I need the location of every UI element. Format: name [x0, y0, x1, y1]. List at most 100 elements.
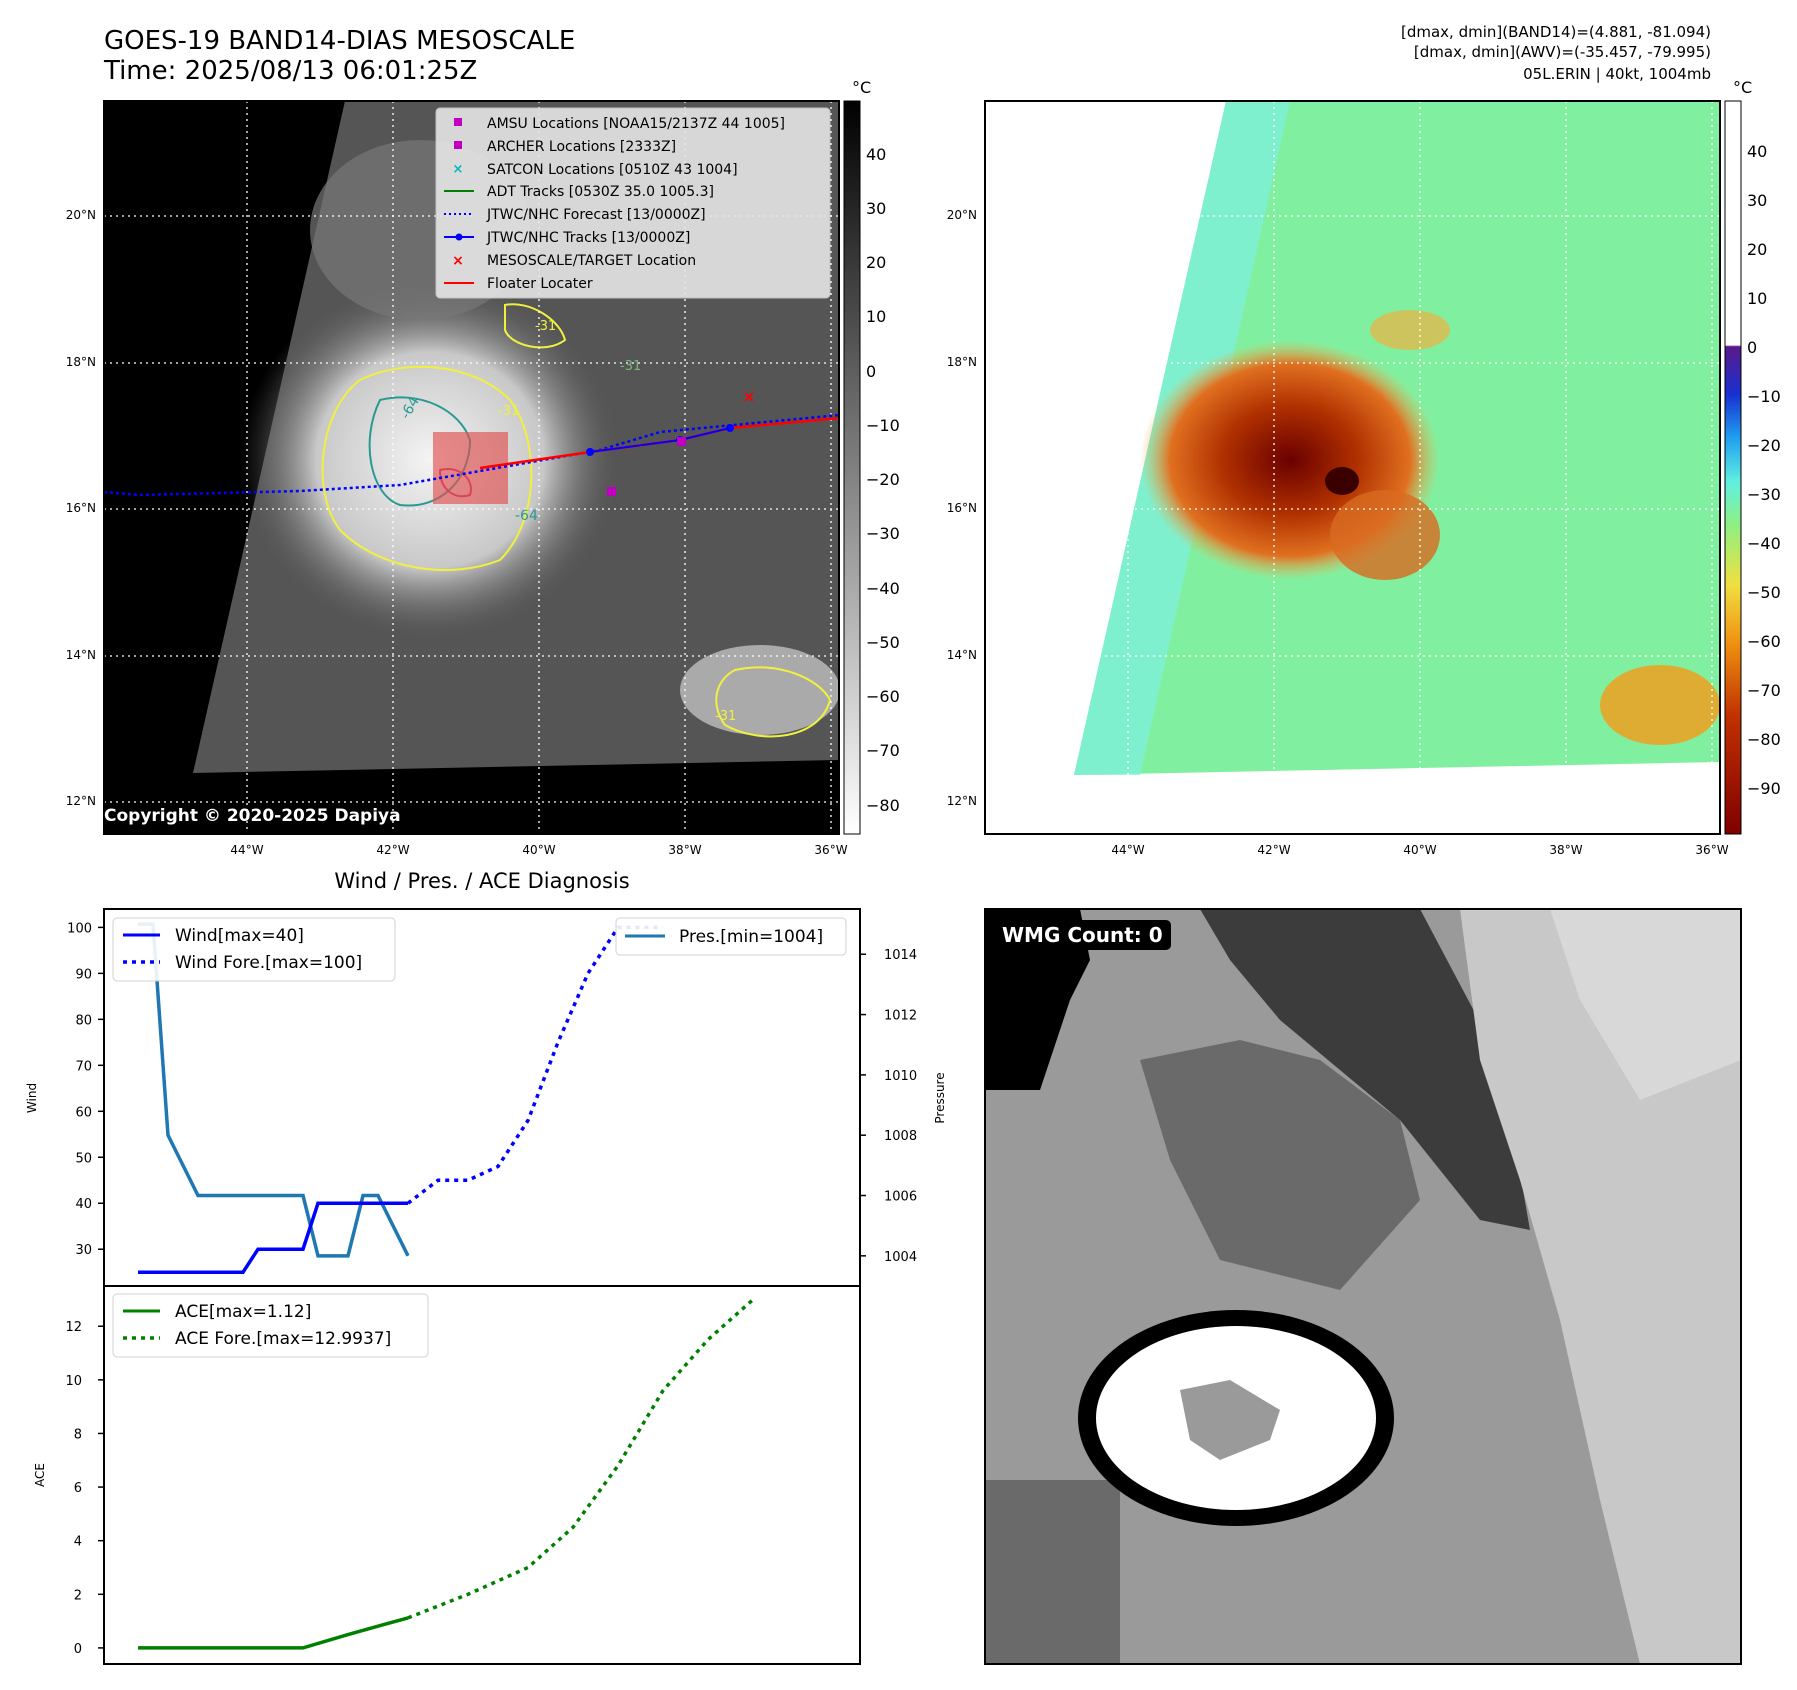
legend-label-tracks: JTWC/NHC Tracks [13/0000Z] [486, 230, 690, 246]
panel2-storm-band [1330, 490, 1440, 580]
amsu-location-marker [677, 437, 686, 446]
jtwc-track-point [726, 424, 734, 432]
ace-tick-label: 10 [65, 1374, 82, 1389]
p1-lon-label: 42°W [376, 843, 410, 857]
legend-marker-satcon: × [453, 162, 464, 177]
legend-label-floater: Floater Locater [487, 276, 593, 292]
legend-box [435, 107, 831, 299]
panel1-cloud-southeast [680, 645, 840, 735]
p2-lon-label: 40°W [1403, 843, 1437, 857]
p1-cb-tick: −80 [866, 796, 900, 815]
wind-legend-box [112, 917, 396, 982]
p1-cb-tick: −70 [866, 741, 900, 760]
p2-lon-label: 42°W [1257, 843, 1291, 857]
pressure-legend-label: Pres.[min=1004] [679, 927, 823, 947]
pressure-tick-label: 1010 [884, 1069, 917, 1084]
contour-label: -31 [715, 709, 736, 724]
wind-tick-label: 80 [75, 1013, 92, 1028]
copyright-text: Copyright © 2020-2025 Dapiya [104, 806, 401, 826]
p2-lat-label: 20°N [946, 208, 977, 222]
wind-tick-label: 90 [75, 967, 92, 982]
wmg-dark-band [1200, 909, 1530, 1230]
panel2-cloud-southeast [1600, 665, 1720, 745]
wmg-light-east [1460, 909, 1741, 1664]
ace-tick-label: 12 [65, 1320, 82, 1335]
panel1-legend: × × AMSU Locations [NOAA15/2137Z 44 1005… [435, 107, 831, 299]
p1-cb-tick: −40 [866, 579, 900, 598]
wind-tick-label: 40 [75, 1197, 92, 1212]
panel2-colorbar [1724, 100, 1742, 835]
pressure-line [138, 922, 410, 1258]
p2-lon-label: 36°W [1695, 843, 1729, 857]
ace-axis-ticks: 0 2 4 6 8 10 12 [65, 1320, 104, 1657]
info-band14-range: [dmax, dmin](BAND14)=(4.881, -81.094) [1400, 23, 1711, 41]
wind-tick-label: 70 [75, 1059, 92, 1074]
ace-tick-label: 2 [74, 1588, 82, 1603]
wmg-dark-southwest [985, 1480, 1120, 1664]
panel2-cloud-north [1370, 310, 1450, 350]
p1-lon-label: 36°W [814, 843, 848, 857]
p1-cb-tick: 10 [866, 307, 887, 326]
wind-tick-label: 60 [75, 1105, 92, 1120]
wind-axis-label: Wind [25, 1083, 39, 1113]
panel1-cloud-mass [240, 280, 620, 640]
p2-cb-tick: −20 [1747, 436, 1781, 455]
p2-cb-tick: −80 [1747, 730, 1781, 749]
p2-lat-label: 14°N [946, 648, 977, 662]
p1-cb-tick: −20 [866, 470, 900, 489]
p1-lat-label: 14°N [65, 648, 96, 662]
legend-label-target: MESOSCALE/TARGET Location [487, 253, 696, 269]
pressure-tick-label: 1008 [884, 1129, 917, 1144]
figure-title: GOES-19 BAND14-DIAS MESOSCALE [104, 26, 576, 56]
info-storm-summary: 05L.ERIN | 40kt, 1004mb [1523, 65, 1711, 83]
panel2-frame [984, 100, 1721, 835]
legend-label-adt: ADT Tracks [0530Z 35.0 1005.3] [487, 184, 714, 200]
panel1-colorbar [843, 100, 861, 835]
legend-marker-archer [454, 141, 462, 149]
p1-cb-tick: 20 [866, 253, 887, 272]
legend-label-archer: ARCHER Locations [2333Z] [487, 139, 676, 155]
legend-label-forecast: JTWC/NHC Forecast [13/0000Z] [486, 207, 706, 223]
wind-tick-label: 50 [75, 1151, 92, 1166]
mesoscale-target-marker: × [742, 387, 755, 406]
legend-marker-tracks [455, 233, 463, 241]
p2-cb-tick: 10 [1747, 289, 1768, 308]
p2-lat-label: 18°N [946, 355, 977, 369]
p1-cb-tick: 40 [866, 145, 887, 164]
wind-axis-ticks: 30 40 50 60 70 80 90 100 [67, 921, 104, 1258]
p1-lon-label: 40°W [522, 843, 556, 857]
p1-cb-tick: −30 [866, 524, 900, 543]
p2-lon-label: 44°W [1111, 843, 1145, 857]
legend-marker-target: × [452, 253, 464, 269]
panel4-frame [984, 908, 1742, 1665]
wmg-black-northwest [985, 909, 1090, 1090]
ace-chart-frame [103, 1285, 861, 1665]
jtwc-track-point [586, 448, 594, 456]
pressure-tick-label: 1006 [884, 1190, 917, 1205]
info-awv-range: [dmax, dmin](AWV)=(-35.457, -79.995) [1413, 43, 1711, 61]
contour-yellow-storm [321, 365, 533, 571]
p1-lon-label: 44°W [230, 843, 264, 857]
contour-yellow-southeast [715, 666, 832, 738]
pressure-tick-label: 1004 [884, 1250, 917, 1265]
archer-location-marker [607, 487, 616, 496]
wind-forecast-line [406, 925, 663, 1205]
ace-line [138, 1616, 409, 1650]
wind-tick-label: 30 [75, 1243, 92, 1258]
ace-forecast-legend-label: ACE Fore.[max=12.9937] [175, 1329, 391, 1349]
chart-title: Wind / Pres. / ACE Diagnosis [334, 869, 629, 893]
p1-cb-tick: −50 [866, 633, 900, 652]
diagnosis-chart: Wind / Pres. / ACE Diagnosis Wind Pressu… [25, 869, 947, 1665]
p1-lat-label: 16°N [65, 501, 96, 515]
wind-legend-label: Wind[max=40] [175, 926, 304, 946]
panel2-gridlines [985, 101, 1720, 834]
wind-line [138, 1201, 408, 1274]
ace-legend-label: ACE[max=1.12] [175, 1302, 311, 1322]
panel2-storm-eye [1325, 467, 1359, 495]
pressure-tick-label: 1012 [884, 1009, 917, 1024]
p2-lat-label: 12°N [946, 794, 977, 808]
p2-cb-tick: −70 [1747, 681, 1781, 700]
ace-tick-label: 6 [74, 1481, 82, 1496]
panel4-wmg-image [984, 908, 1742, 1665]
